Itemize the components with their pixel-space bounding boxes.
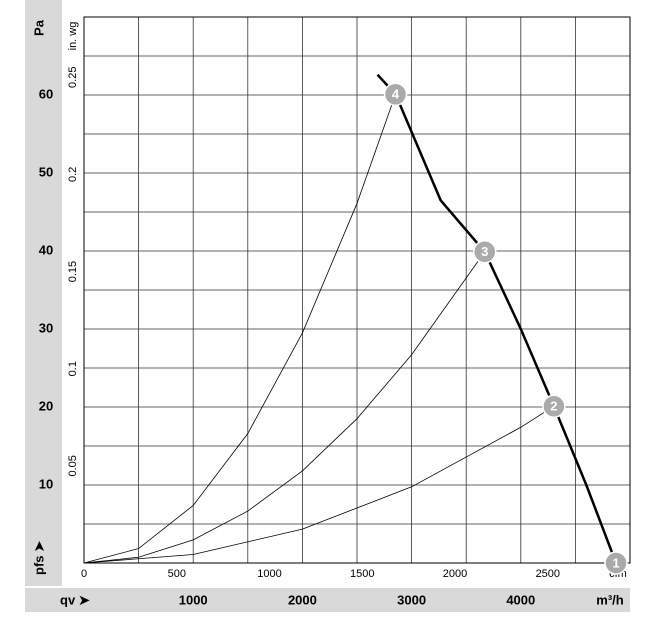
y2-tick-label: 0.15: [67, 261, 79, 282]
point-label: 2: [550, 399, 557, 414]
operating-point: [542, 394, 566, 418]
operating-point: [383, 82, 408, 106]
y2-tick-label: 0.05: [67, 455, 79, 476]
x2-tick-label: 1500: [350, 568, 374, 580]
x-tick-label: 2000: [288, 592, 317, 607]
y2-tick-label: 0.2: [67, 167, 79, 182]
point-label: 3: [481, 244, 488, 259]
curve: [83, 405, 555, 564]
y2-tick-label: 0.25: [67, 67, 79, 88]
curve: [83, 94, 396, 564]
plot-frame: [83, 16, 631, 564]
point-label: 4: [392, 87, 400, 102]
operating-point: [604, 551, 628, 575]
x-tick-label: 1000: [179, 592, 208, 607]
point-label: 1: [612, 555, 619, 570]
y2-label: in. wg: [67, 22, 79, 51]
x-axis-title: qv ➤: [60, 592, 90, 607]
curve: [83, 251, 486, 564]
x2-tick-label: 2500: [536, 568, 560, 580]
y-tick-label: 10: [39, 476, 53, 491]
x2-tick-label: 2000: [443, 568, 467, 580]
y-tick-label: 30: [39, 320, 53, 335]
x-axis-band: [25, 588, 630, 612]
x-tick-label: 3000: [397, 592, 426, 607]
x2-tick-label: 500: [168, 568, 186, 580]
y-tick-label: 60: [39, 86, 53, 101]
x-label: m³/h: [596, 592, 624, 607]
y-tick-label: 20: [39, 398, 53, 413]
y2-tick-label: 0.1: [67, 361, 79, 376]
x-tick-label: 4000: [506, 592, 535, 607]
y-axis-title: pfs ➤: [31, 541, 46, 575]
y-tick-label: 40: [39, 242, 53, 257]
x2-tick-label: 0: [81, 568, 87, 580]
operating-point: [473, 240, 497, 264]
x2-tick-label: 1000: [257, 568, 281, 580]
curve: [376, 73, 618, 564]
y-tick-label: 50: [39, 164, 53, 179]
y-axis-band: [25, 0, 62, 586]
y-label: Pa: [31, 19, 46, 36]
